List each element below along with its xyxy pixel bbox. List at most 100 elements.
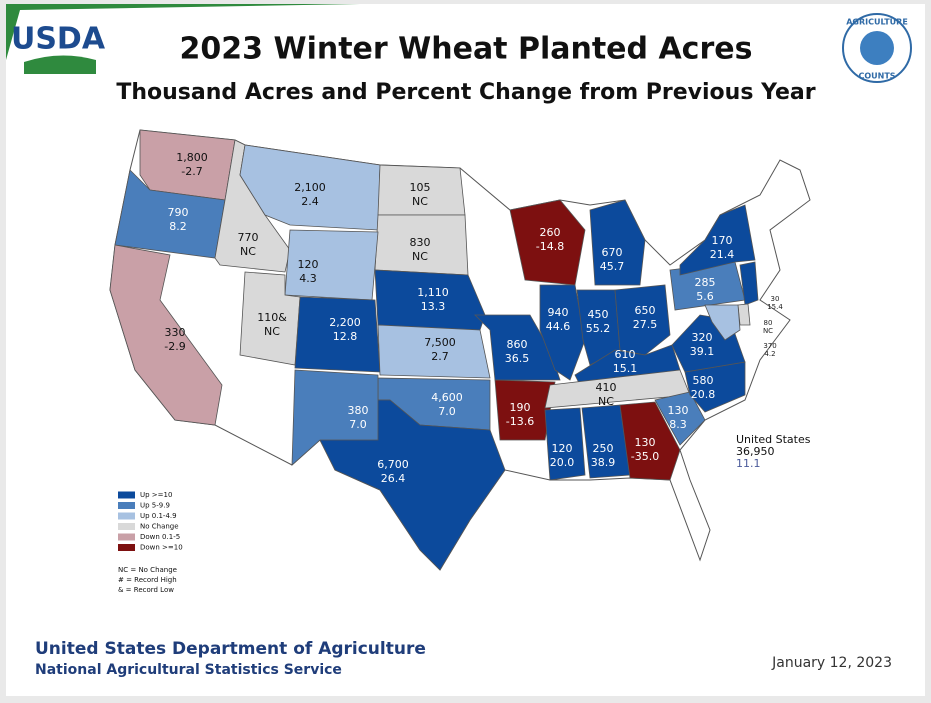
legend-swatch bbox=[118, 502, 135, 509]
legend-note: NC = No Change bbox=[118, 566, 177, 574]
state-change: 15.1 bbox=[613, 362, 638, 375]
legend-swatch bbox=[118, 512, 135, 520]
state-acres: 30 bbox=[771, 295, 780, 303]
title: 2023 Winter Wheat Planted Acres bbox=[180, 32, 753, 67]
state-change: NC bbox=[763, 327, 773, 335]
usda-logo-field bbox=[24, 55, 96, 74]
state-acres: 670 bbox=[602, 246, 623, 259]
legend-swatch bbox=[118, 491, 135, 499]
footer-date: January 12, 2023 bbox=[771, 655, 892, 671]
legend-note: # = Record High bbox=[118, 576, 177, 584]
state-acres: 260 bbox=[540, 226, 561, 239]
state bbox=[704, 304, 741, 341]
state-change: 45.7 bbox=[600, 260, 625, 273]
badge-center bbox=[860, 31, 894, 65]
state-change: 12.8 bbox=[333, 330, 358, 343]
state-acres: 7,500 bbox=[424, 336, 456, 349]
state bbox=[654, 391, 706, 446]
state-acres: 320 bbox=[692, 331, 713, 344]
state-change: -2.7 bbox=[181, 165, 202, 178]
state-acres: 830 bbox=[410, 236, 431, 249]
state-acres: 860 bbox=[507, 338, 528, 351]
state-acres: 4,600 bbox=[431, 391, 463, 404]
state-acres: 105 bbox=[410, 181, 431, 194]
state-change: 36.5 bbox=[505, 352, 530, 365]
state-change: 15.4 bbox=[767, 303, 783, 311]
usda-logo: USDA bbox=[11, 22, 106, 57]
state-acres: 1,110 bbox=[417, 286, 449, 299]
state-acres: 940 bbox=[548, 306, 569, 319]
state-acres: 130 bbox=[668, 404, 689, 417]
footer-org: United States Department of Agriculture bbox=[35, 639, 426, 659]
state bbox=[614, 284, 671, 356]
state-acres: 80 bbox=[764, 319, 773, 327]
state-change: 13.3 bbox=[421, 300, 446, 313]
state-change: 8.3 bbox=[669, 418, 687, 431]
state-acres: 2,200 bbox=[329, 316, 361, 329]
state bbox=[544, 407, 586, 481]
state-acres: 120 bbox=[552, 442, 573, 455]
state-acres: 770 bbox=[238, 231, 259, 244]
state-change: NC bbox=[412, 250, 428, 263]
state-acres: 610 bbox=[615, 348, 636, 361]
state bbox=[619, 401, 681, 481]
state bbox=[509, 199, 586, 286]
state bbox=[739, 261, 759, 306]
total-label: United States bbox=[736, 433, 811, 446]
badge-bottom: COUNTS bbox=[858, 72, 895, 81]
state-acres: 285 bbox=[695, 276, 716, 289]
state-change: 2.4 bbox=[301, 195, 319, 208]
total-acres: 36,950 bbox=[736, 445, 775, 458]
badge-top: AGRICULTURE bbox=[846, 18, 908, 27]
state-change: 27.5 bbox=[633, 318, 658, 331]
state-acres: 170 bbox=[712, 234, 733, 247]
state-change: -14.8 bbox=[536, 240, 564, 253]
legend-label: Down 0.1-5 bbox=[140, 533, 180, 541]
state bbox=[109, 244, 223, 426]
state-change: 7.0 bbox=[438, 405, 456, 418]
state-acres: 190 bbox=[510, 401, 531, 414]
state-acres: 790 bbox=[168, 206, 189, 219]
state-change: NC bbox=[264, 325, 280, 338]
subtitle: Thousand Acres and Percent Change from P… bbox=[116, 80, 815, 105]
state bbox=[474, 314, 561, 381]
state-acres: 380 bbox=[348, 404, 369, 417]
legend-label: No Change bbox=[140, 523, 179, 531]
state-acres: 130 bbox=[635, 436, 656, 449]
state bbox=[494, 379, 556, 441]
state-acres: 6,700 bbox=[377, 458, 409, 471]
legend-swatch bbox=[118, 533, 135, 541]
state-change: 21.4 bbox=[710, 248, 735, 261]
states: 1,800-2.77908.2770NC2,1002.4105NC830NC12… bbox=[109, 129, 783, 571]
state bbox=[679, 204, 756, 276]
state-acres: 450 bbox=[588, 308, 609, 321]
state-change: 55.2 bbox=[586, 322, 611, 335]
state-change: 38.9 bbox=[591, 456, 616, 469]
legend-label: Up >=10 bbox=[140, 491, 172, 499]
state-acres: 250 bbox=[593, 442, 614, 455]
state bbox=[737, 303, 751, 326]
state-change: 39.1 bbox=[690, 345, 715, 358]
legend-swatch bbox=[118, 523, 135, 530]
state bbox=[377, 324, 491, 379]
legend-label: Up 0.1-4.9 bbox=[140, 512, 177, 520]
state-acres: 370 bbox=[763, 342, 776, 350]
corner-swoosh bbox=[6, 4, 360, 60]
state bbox=[291, 369, 379, 466]
state-change: 7.0 bbox=[349, 418, 367, 431]
state-acres: 120 bbox=[298, 258, 319, 271]
state-change: 44.6 bbox=[546, 320, 571, 333]
state-change: -2.9 bbox=[164, 340, 185, 353]
state-change: 8.2 bbox=[169, 220, 187, 233]
state-acres: 650 bbox=[635, 304, 656, 317]
legend: Up >=10 Up 5-9.9 Up 0.1-4.9 No Change Down 0… bbox=[118, 491, 183, 594]
state-change: 20.8 bbox=[691, 388, 716, 401]
state bbox=[539, 284, 586, 381]
state-change: 4.2 bbox=[764, 350, 775, 358]
state-acres: 2,100 bbox=[294, 181, 326, 194]
state-change: -13.6 bbox=[506, 415, 534, 428]
legend-label: Up 5-9.9 bbox=[140, 502, 170, 510]
state-change: -35.0 bbox=[631, 450, 659, 463]
